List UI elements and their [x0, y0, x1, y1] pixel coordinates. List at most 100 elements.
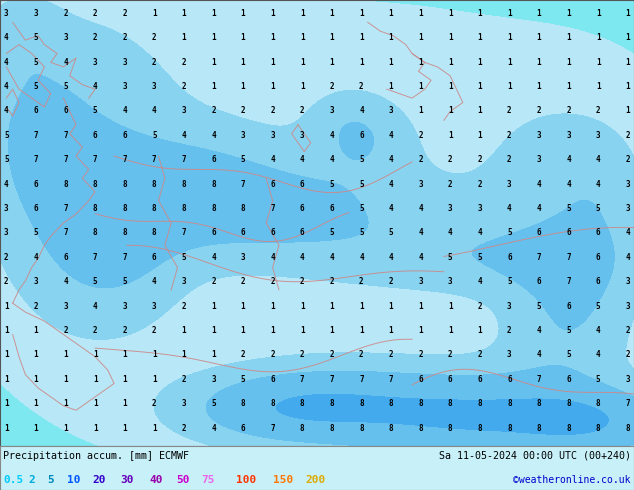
Text: 1: 1: [241, 9, 245, 18]
Text: 1: 1: [566, 33, 571, 42]
Text: 1: 1: [536, 82, 541, 91]
Text: 3: 3: [596, 131, 600, 140]
Text: 2: 2: [359, 350, 364, 359]
Text: 8: 8: [63, 180, 68, 189]
Text: 1: 1: [389, 9, 393, 18]
Text: 2: 2: [507, 106, 512, 116]
Text: 1: 1: [477, 58, 482, 67]
Text: 1: 1: [300, 58, 304, 67]
Text: 1: 1: [300, 33, 304, 42]
Text: 7: 7: [566, 253, 571, 262]
Text: 2: 2: [93, 9, 98, 18]
Text: 4: 4: [4, 180, 9, 189]
Text: 2: 2: [389, 277, 393, 286]
Text: 5: 5: [181, 253, 186, 262]
Text: 200: 200: [306, 475, 326, 485]
Text: 1: 1: [270, 33, 275, 42]
Text: 1: 1: [536, 58, 541, 67]
Text: 4: 4: [389, 253, 393, 262]
Text: 3: 3: [625, 375, 630, 384]
Text: 1: 1: [359, 9, 364, 18]
Text: 3: 3: [63, 302, 68, 311]
Text: 1: 1: [34, 375, 38, 384]
Text: 2: 2: [566, 106, 571, 116]
Text: 5: 5: [34, 58, 38, 67]
Text: 6: 6: [536, 228, 541, 238]
Text: 2: 2: [300, 277, 304, 286]
Text: 1: 1: [507, 9, 512, 18]
Text: 4: 4: [536, 350, 541, 359]
Text: 2: 2: [34, 302, 38, 311]
Text: 6: 6: [34, 204, 38, 213]
Text: 1: 1: [330, 33, 334, 42]
Text: 0.5: 0.5: [3, 475, 23, 485]
Text: 2: 2: [389, 350, 393, 359]
Text: 7: 7: [566, 277, 571, 286]
Text: 1: 1: [566, 9, 571, 18]
Text: 7: 7: [63, 155, 68, 164]
Text: 3: 3: [4, 204, 9, 213]
Text: 4: 4: [359, 253, 364, 262]
Text: 5: 5: [566, 326, 571, 335]
Text: 8: 8: [122, 204, 127, 213]
Text: 2: 2: [477, 180, 482, 189]
Text: 2: 2: [211, 277, 216, 286]
Text: ©weatheronline.co.uk: ©weatheronline.co.uk: [514, 475, 631, 485]
Text: 8: 8: [211, 204, 216, 213]
Text: 3: 3: [181, 399, 186, 408]
Text: 8: 8: [122, 180, 127, 189]
Text: 5: 5: [596, 204, 600, 213]
Text: 1: 1: [300, 9, 304, 18]
Text: 8: 8: [211, 180, 216, 189]
Text: 1: 1: [4, 326, 9, 335]
Text: 2: 2: [181, 302, 186, 311]
Text: 1: 1: [211, 9, 216, 18]
Text: 7: 7: [34, 131, 38, 140]
Text: 4: 4: [418, 253, 423, 262]
Text: 5: 5: [596, 375, 600, 384]
Text: 4: 4: [300, 253, 304, 262]
Text: 2: 2: [122, 33, 127, 42]
Text: 6: 6: [93, 131, 98, 140]
Text: 1: 1: [418, 302, 423, 311]
Text: 4: 4: [211, 253, 216, 262]
Text: 4: 4: [4, 82, 9, 91]
Text: 1: 1: [477, 9, 482, 18]
Text: 1: 1: [270, 302, 275, 311]
Text: 2: 2: [152, 58, 157, 67]
Text: 1: 1: [34, 350, 38, 359]
Text: 1: 1: [566, 82, 571, 91]
Text: 3: 3: [34, 277, 38, 286]
Text: 5: 5: [48, 475, 55, 485]
Text: 4: 4: [63, 58, 68, 67]
Text: 5: 5: [93, 106, 98, 116]
Text: 7: 7: [536, 253, 541, 262]
Text: 1: 1: [418, 9, 423, 18]
Text: 1: 1: [448, 302, 453, 311]
Text: 7: 7: [63, 131, 68, 140]
Text: 4: 4: [389, 131, 393, 140]
Text: 2: 2: [625, 350, 630, 359]
Text: 4: 4: [596, 326, 600, 335]
Text: 2: 2: [4, 253, 9, 262]
Text: 4: 4: [63, 277, 68, 286]
Text: 2: 2: [270, 350, 275, 359]
Text: 4: 4: [34, 253, 38, 262]
Text: 2: 2: [181, 82, 186, 91]
Text: 4: 4: [300, 155, 304, 164]
Text: 4: 4: [270, 253, 275, 262]
Text: 2: 2: [596, 106, 600, 116]
Text: 3: 3: [270, 131, 275, 140]
Text: 2: 2: [300, 350, 304, 359]
Text: 8: 8: [93, 228, 98, 238]
Text: 2: 2: [122, 326, 127, 335]
Text: 2: 2: [181, 423, 186, 433]
Text: 6: 6: [211, 155, 216, 164]
Text: 8: 8: [181, 204, 186, 213]
Text: 5: 5: [241, 155, 245, 164]
Text: 5: 5: [4, 131, 9, 140]
Text: 7: 7: [122, 253, 127, 262]
Text: 4: 4: [418, 228, 423, 238]
Text: 8: 8: [241, 399, 245, 408]
Text: 8: 8: [152, 228, 157, 238]
